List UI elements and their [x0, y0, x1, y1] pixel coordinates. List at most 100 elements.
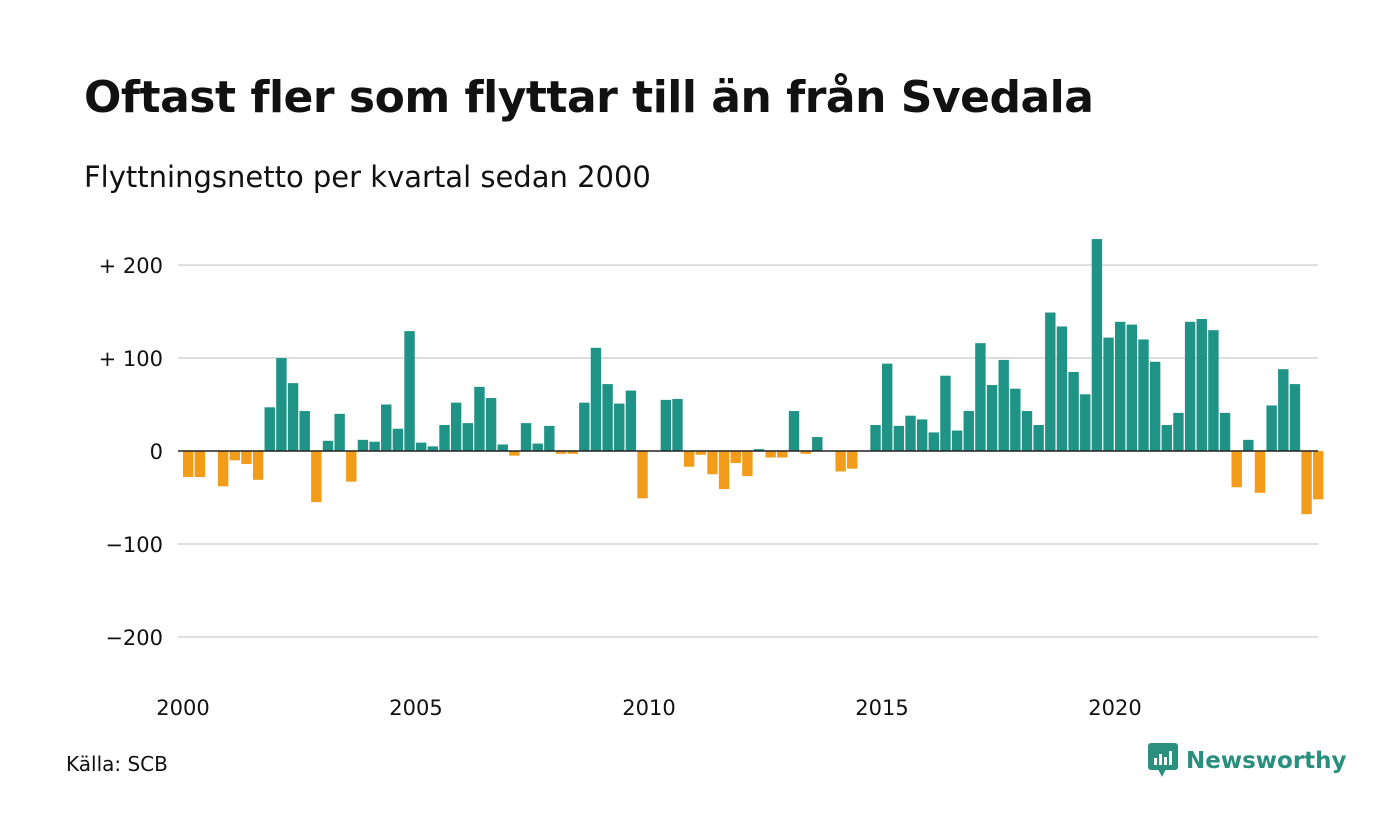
bar — [287, 383, 299, 451]
bar — [183, 451, 194, 478]
bar — [334, 413, 345, 451]
bar — [509, 451, 520, 456]
bar — [1068, 371, 1079, 451]
newsworthy-logo-icon — [1148, 743, 1178, 777]
bar — [544, 425, 555, 451]
bar — [299, 411, 310, 451]
bar — [986, 385, 998, 451]
y-tick-label: + 100 — [99, 347, 163, 371]
bar — [893, 425, 905, 451]
y-tick-label: 0 — [150, 440, 163, 464]
bar — [916, 419, 928, 451]
brand: Newsworthy — [1148, 743, 1347, 779]
bar — [753, 449, 765, 451]
bar — [392, 428, 404, 451]
bar — [404, 331, 415, 451]
bar — [369, 441, 380, 451]
bar — [1091, 239, 1103, 451]
bar — [1208, 330, 1219, 451]
bar — [1103, 337, 1114, 451]
bar — [975, 343, 986, 451]
bar — [998, 359, 1009, 451]
bar — [194, 451, 206, 478]
bar — [381, 404, 392, 451]
bar — [963, 411, 974, 451]
bar — [1278, 369, 1289, 451]
bar — [346, 451, 357, 482]
bar — [416, 442, 427, 451]
bar — [1045, 312, 1056, 451]
bar — [1301, 451, 1312, 515]
bar — [847, 451, 858, 469]
bar — [357, 439, 369, 451]
chart-subtitle: Flyttningsnetto per kvartal sedan 2000 — [84, 160, 651, 194]
bar — [951, 430, 963, 451]
bar — [1266, 405, 1277, 451]
bar — [788, 411, 800, 451]
brand-name: Newsworthy — [1186, 748, 1347, 774]
bar — [241, 451, 252, 465]
bar — [707, 451, 718, 475]
bar — [672, 398, 683, 451]
bar — [252, 451, 264, 480]
bar — [870, 424, 881, 451]
bar — [940, 375, 951, 451]
bar — [520, 423, 532, 451]
bar — [625, 390, 637, 451]
bar — [532, 443, 543, 451]
bar — [742, 451, 753, 477]
bar — [812, 437, 823, 451]
bar — [882, 363, 893, 451]
x-tick-label: 2000 — [156, 696, 209, 720]
bar — [905, 415, 916, 451]
bar — [730, 451, 741, 464]
bar — [718, 451, 730, 490]
bar — [1254, 451, 1266, 493]
bar — [229, 451, 240, 461]
bar — [276, 358, 287, 451]
bar — [1138, 339, 1149, 451]
source-note: Källa: SCB — [66, 752, 168, 776]
bar — [485, 398, 497, 451]
bar — [497, 444, 508, 451]
bar — [1289, 384, 1301, 451]
bar — [217, 451, 229, 487]
y-tick-label: + 200 — [99, 254, 163, 278]
bar — [555, 451, 567, 454]
bar — [1219, 412, 1231, 451]
bar — [1161, 424, 1172, 451]
bar — [1149, 361, 1161, 451]
bar — [311, 451, 322, 503]
bar — [614, 403, 625, 451]
bar — [567, 451, 578, 454]
bar — [590, 347, 602, 451]
bar — [1010, 388, 1021, 451]
bar — [1173, 412, 1184, 451]
bar — [322, 440, 334, 451]
x-tick-label: 2015 — [855, 696, 908, 720]
bar — [427, 446, 439, 451]
bar — [462, 423, 473, 451]
x-tick-label: 2005 — [389, 696, 442, 720]
bar — [637, 451, 648, 499]
bar — [579, 402, 590, 451]
bar — [777, 451, 788, 458]
bar — [765, 451, 776, 458]
bar — [1080, 394, 1091, 451]
bar — [439, 424, 450, 451]
bar — [450, 402, 462, 451]
bar — [1115, 321, 1126, 451]
bar — [602, 384, 613, 451]
bar — [474, 386, 485, 451]
bar — [1056, 326, 1068, 451]
axis-layer: + 200 + 100 0 −100 −200 2000 2005 2010 2015 2020 — [99, 254, 1318, 720]
chart-title: Oftast fler som flyttar till än från Sve… — [84, 72, 1094, 123]
bar — [660, 399, 672, 451]
bar — [1231, 451, 1242, 488]
bar — [1184, 321, 1196, 451]
y-tick-label: −100 — [105, 533, 163, 557]
bar — [1196, 319, 1207, 451]
bar — [695, 451, 706, 455]
bar — [835, 451, 846, 472]
